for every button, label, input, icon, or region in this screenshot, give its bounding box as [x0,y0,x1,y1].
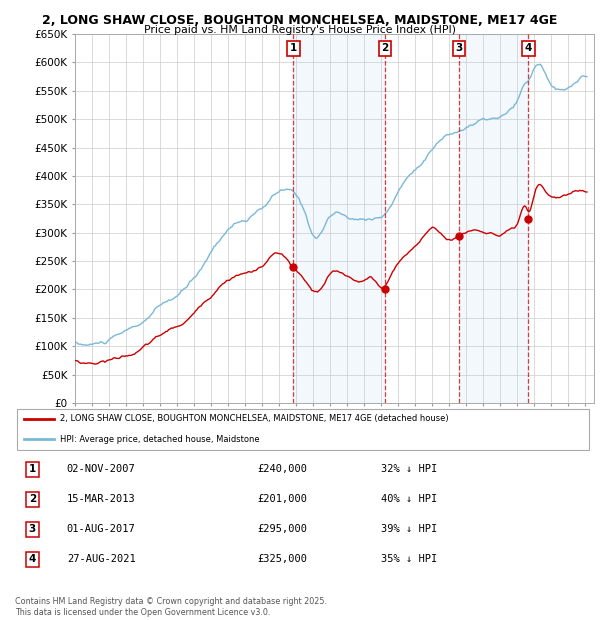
Text: 39% ↓ HPI: 39% ↓ HPI [381,525,437,534]
Text: 01-AUG-2017: 01-AUG-2017 [67,525,136,534]
Text: 27-AUG-2021: 27-AUG-2021 [67,554,136,564]
Text: 2: 2 [29,494,36,505]
Bar [293,34,385,403]
Text: £240,000: £240,000 [257,464,307,474]
Text: £201,000: £201,000 [257,494,307,505]
Text: £295,000: £295,000 [257,525,307,534]
Text: 2, LONG SHAW CLOSE, BOUGHTON MONCHELSEA, MAIDSTONE, ME17 4GE: 2, LONG SHAW CLOSE, BOUGHTON MONCHELSEA,… [43,14,557,27]
Text: 40% ↓ HPI: 40% ↓ HPI [381,494,437,505]
Text: 35% ↓ HPI: 35% ↓ HPI [381,554,437,564]
Text: £325,000: £325,000 [257,554,307,564]
Text: 1: 1 [29,464,36,474]
Text: 2: 2 [381,43,388,53]
Bar [459,34,529,403]
Text: 3: 3 [29,525,36,534]
Text: 15-MAR-2013: 15-MAR-2013 [67,494,136,505]
Text: 32% ↓ HPI: 32% ↓ HPI [381,464,437,474]
Text: 2, LONG SHAW CLOSE, BOUGHTON MONCHELSEA, MAIDSTONE, ME17 4GE (detached house): 2, LONG SHAW CLOSE, BOUGHTON MONCHELSEA,… [60,414,449,423]
FancyBboxPatch shape [17,409,589,450]
Text: Price paid vs. HM Land Registry's House Price Index (HPI): Price paid vs. HM Land Registry's House … [144,25,456,35]
Text: 3: 3 [455,43,463,53]
Text: Contains HM Land Registry data © Crown copyright and database right 2025.
This d: Contains HM Land Registry data © Crown c… [15,598,327,617]
Text: HPI: Average price, detached house, Maidstone: HPI: Average price, detached house, Maid… [60,435,260,444]
Text: 4: 4 [525,43,532,53]
Text: 1: 1 [290,43,297,53]
Text: 02-NOV-2007: 02-NOV-2007 [67,464,136,474]
Text: 4: 4 [29,554,36,564]
